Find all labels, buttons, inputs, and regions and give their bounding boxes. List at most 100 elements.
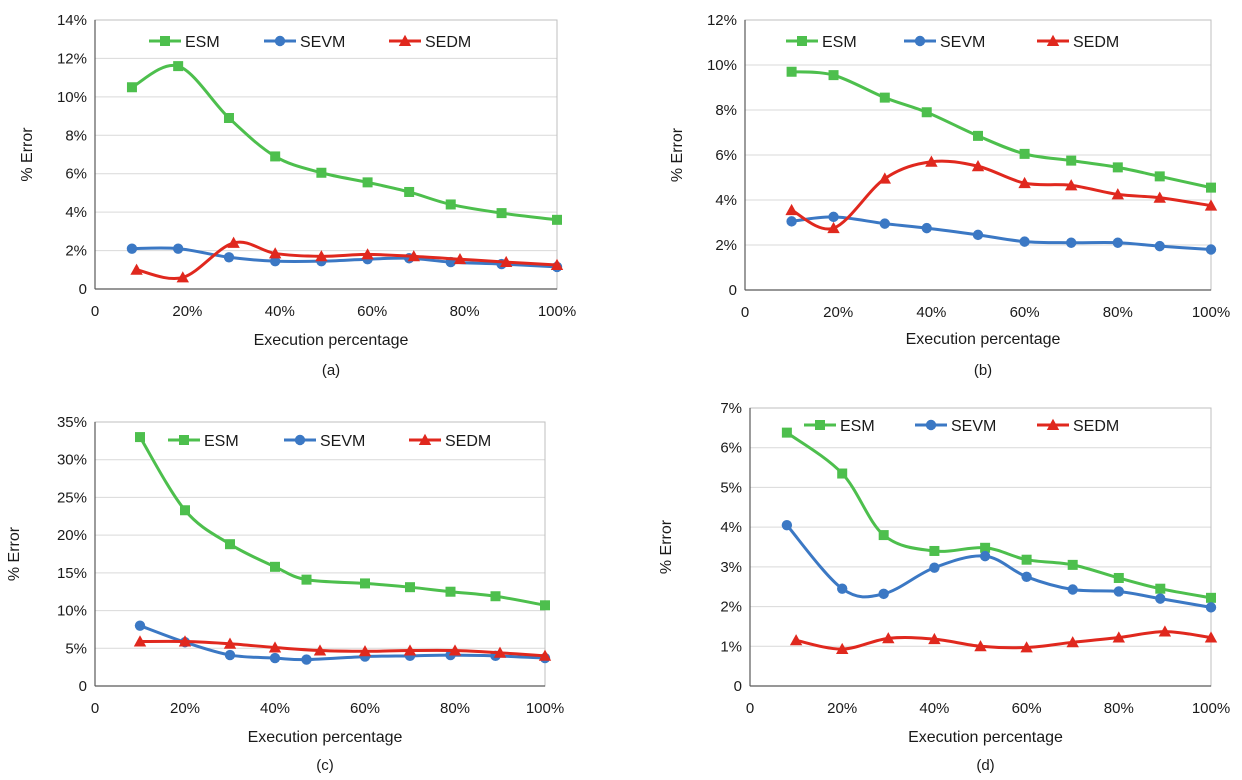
y-tick-label: 6% (715, 147, 737, 164)
data-point-sevm (786, 216, 797, 227)
data-point-sedm (361, 248, 374, 260)
data-point-sevm (828, 211, 839, 223)
data-point-sedm (785, 203, 798, 216)
data-point-sevm (224, 649, 236, 661)
y-tick-label: 5% (65, 640, 87, 657)
data-point-esm (301, 574, 312, 585)
legend: ESM SEVM SEDM (804, 418, 1119, 435)
data-point-sedm (358, 645, 372, 657)
y-axis-label: % Error (669, 127, 686, 182)
x-tick-label: 20% (170, 700, 200, 717)
y-tick-label: 4% (720, 519, 742, 536)
data-point-sevm (879, 218, 890, 229)
legend-label-sevm: SEVM (951, 418, 996, 435)
y-tick-label: 5% (720, 479, 742, 496)
legend-marker-sedm (1046, 418, 1060, 430)
data-point-sevm (223, 252, 235, 263)
y-tick-label: 2% (720, 599, 742, 616)
data-point-sevm (126, 243, 138, 254)
data-point-sevm (1067, 584, 1078, 595)
data-point-esm (552, 214, 562, 225)
data-point-sedm (176, 271, 189, 283)
y-tick-label: 35% (57, 414, 87, 431)
data-point-sedm (550, 258, 564, 270)
x-tick-label: 0 (741, 304, 749, 321)
data-point-esm (878, 530, 889, 541)
data-point-esm (362, 177, 373, 188)
legend-label-sevm: SEVM (940, 34, 985, 51)
data-point-sedm (268, 641, 282, 653)
data-point-sedm (971, 160, 985, 172)
y-tick-label: 4% (715, 192, 737, 209)
data-point-sedm (448, 644, 462, 656)
series-line-esm (138, 435, 547, 607)
data-point-esm (126, 82, 137, 93)
data-point-esm (316, 167, 327, 178)
y-tick-label: 25% (57, 489, 87, 506)
data-point-sedm (1204, 631, 1218, 643)
series-line-sevm (138, 624, 547, 662)
x-axis-label: Execution percentage (248, 729, 403, 746)
legend-marker-sevm (914, 35, 926, 47)
x-tick-label: 80% (1103, 304, 1133, 321)
data-point-sedm (313, 644, 327, 656)
data-point-sevm (921, 222, 932, 234)
data-point-sedm (268, 247, 282, 259)
legend-marker-sevm (925, 419, 937, 431)
x-tick-label: 40% (919, 700, 949, 717)
y-axis-label: % Error (6, 526, 23, 581)
data-point-esm (973, 130, 983, 141)
data-point-esm (173, 61, 184, 72)
y-tick-label: 0 (734, 678, 742, 695)
panel-caption: (c) (316, 757, 334, 774)
y-tick-label: 30% (57, 452, 87, 469)
legend-marker-sedm (398, 34, 412, 46)
data-point-sedm (538, 649, 552, 661)
data-point-sedm (130, 263, 143, 275)
chart-panel-2: 0 2% 4% 6% 8% 10% 12% 0 20% 40% 60% 80% 100% % Error E… (669, 12, 1230, 379)
data-point-sevm (172, 243, 184, 254)
data-point-esm (1066, 155, 1077, 166)
data-point-sedm (1158, 625, 1172, 637)
data-point-sedm (403, 644, 417, 656)
y-tick-label: 10% (57, 603, 87, 620)
data-point-sedm (1204, 199, 1218, 211)
data-point-sedm (1065, 179, 1078, 191)
data-point-esm (1206, 182, 1216, 193)
y-tick-label: 8% (65, 127, 87, 144)
data-point-sedm (1018, 176, 1031, 189)
data-point-sedm (407, 250, 420, 262)
series-line-esm (790, 70, 1213, 190)
x-tick-label: 20% (172, 303, 202, 320)
series-line-sedm (138, 639, 547, 658)
panel-caption: (b) (974, 362, 992, 379)
y-tick-label: 10% (707, 57, 737, 74)
series-line-sevm (785, 523, 1213, 609)
series-line-sedm (794, 630, 1213, 651)
x-tick-label: 0 (746, 700, 754, 717)
series-line-sedm (135, 240, 559, 280)
data-point-esm (929, 545, 940, 556)
legend-marker-sevm (294, 434, 306, 446)
series-line-sevm (130, 246, 559, 269)
data-point-esm (1206, 592, 1216, 603)
x-tick-label: 40% (260, 700, 290, 717)
y-axis-label: % Error (658, 519, 675, 574)
legend-label-esm: ESM (204, 433, 239, 450)
legend-marker-sedm (1046, 34, 1060, 46)
data-point-sedm (133, 635, 147, 647)
data-point-sedm (1111, 188, 1124, 200)
data-point-sedm (878, 172, 891, 184)
x-tick-label: 60% (357, 303, 387, 320)
legend-label-sevm: SEVM (300, 34, 345, 51)
data-point-esm (781, 427, 792, 438)
data-point-sevm (972, 229, 984, 241)
legend: ESM SEVM SEDM (786, 34, 1119, 51)
y-tick-label: 2% (65, 243, 87, 260)
data-point-sedm (493, 646, 507, 658)
y-axis-label: % Error (19, 127, 36, 182)
legend-marker-sedm (418, 433, 432, 445)
data-point-sevm (781, 519, 793, 531)
data-point-esm (837, 468, 848, 479)
legend-label-sedm: SEDM (1073, 34, 1119, 51)
